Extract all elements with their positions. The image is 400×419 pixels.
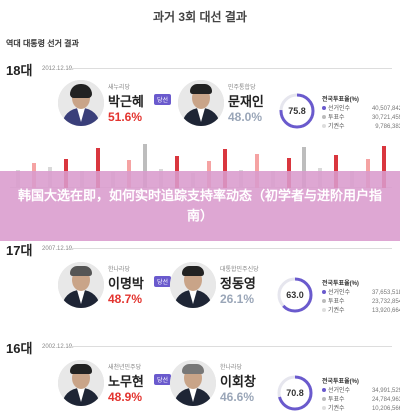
turnout-value: 63.0 xyxy=(286,290,304,300)
region-bar xyxy=(95,147,100,188)
region-bar xyxy=(382,145,387,188)
election-number: 18대 xyxy=(6,63,33,78)
party-name: 새누리당 xyxy=(108,85,131,91)
stats-label: 투표수 xyxy=(328,397,345,403)
region-bar xyxy=(222,148,227,188)
turnout-stats: 전국투표율(%) 선거인수 37,653,518 투표수 23,732,854 기권… xyxy=(322,280,400,316)
stats-value: 30,721,459 xyxy=(371,115,400,121)
candidate-name: 문재인 xyxy=(228,94,264,109)
candidate-name: 박근혜 xyxy=(108,94,144,109)
section-title: 역대 대통령 선거 결과 xyxy=(6,39,79,48)
stats-label: 선거인수 xyxy=(328,388,351,394)
candidate-photo xyxy=(170,262,216,308)
stats-value: 9,786,383 xyxy=(375,124,400,130)
stats-value: 37,653,518 xyxy=(371,290,400,296)
candidate-photo xyxy=(58,80,104,126)
turnout-value: 70.8 xyxy=(286,388,304,398)
candidate-photo xyxy=(58,262,104,308)
stats-value: 24,784,963 xyxy=(371,397,400,403)
election-number: 16대 xyxy=(6,341,33,356)
party-name: 민주통합당 xyxy=(228,85,256,91)
turnout-ring-fill xyxy=(277,375,313,411)
stats-label: 투표수 xyxy=(328,115,345,121)
election-block: 17대 2007.12.19. 한나라당 이명박 당선 48.7% 대통합민주신… xyxy=(0,240,400,320)
election-date: 2012.12.19. xyxy=(42,66,74,72)
election-date: 2002.12.19. xyxy=(42,344,74,350)
stats-label: 기권수 xyxy=(328,124,345,130)
turnout-ring xyxy=(277,277,313,313)
turnout-ring xyxy=(279,93,315,129)
headline-banner xyxy=(0,171,400,241)
divider xyxy=(68,248,392,249)
turnout-value: 75.8 xyxy=(288,106,306,116)
candidate-name: 정동영 xyxy=(220,276,256,291)
candidate-name: 노무현 xyxy=(108,374,144,389)
stats-value: 40,507,842 xyxy=(371,106,400,112)
candidate-name: 이명박 xyxy=(108,276,144,291)
election-block: 18대 2012.12.19. 새누리당 박근혜 당선 51.6% 민주통합당 … xyxy=(0,60,400,140)
stats-label: 기권수 xyxy=(328,308,345,314)
page-title: 과거 3회 대선 결과 xyxy=(153,10,247,24)
winner-badge: 당선 xyxy=(154,94,172,105)
turnout-ring-fill xyxy=(277,277,313,313)
stats-label: 투표수 xyxy=(328,299,345,305)
stats-value: 10,206,566 xyxy=(371,406,400,412)
winner-badge: 당선 xyxy=(154,374,172,385)
stats-title: 전국투표율(%) xyxy=(322,379,359,385)
divider xyxy=(68,68,392,69)
stats-label: 선거인수 xyxy=(328,290,351,296)
election-number: 17대 xyxy=(6,243,33,258)
vote-share: 48.7% xyxy=(108,292,143,306)
party-name: 새천년민주당 xyxy=(108,365,142,371)
turnout-ring xyxy=(277,375,313,411)
stats-title: 전국투표율(%) xyxy=(322,281,359,287)
stats-value: 13,920,664 xyxy=(371,308,400,314)
winner-badge: 당선 xyxy=(154,276,172,287)
vote-share: 51.6% xyxy=(108,110,143,124)
stats-value: 23,732,854 xyxy=(371,299,400,305)
election-block: 16대 2002.12.19. 새천년민주당 노무현 당선 48.9% 한나라당… xyxy=(0,338,400,419)
divider xyxy=(68,346,392,347)
candidate-photo xyxy=(178,80,224,126)
candidate-name: 이회창 xyxy=(220,374,256,389)
party-name: 대통합민주신당 xyxy=(220,267,259,273)
stats-label: 기권수 xyxy=(328,406,345,412)
vote-share: 46.6% xyxy=(220,390,255,404)
vote-share: 26.1% xyxy=(220,292,255,306)
region-bar xyxy=(143,144,148,188)
party-name: 한나라당 xyxy=(108,267,131,273)
party-name: 한나라당 xyxy=(220,365,243,371)
turnout-ring-fill xyxy=(279,93,315,129)
stats-label: 선거인수 xyxy=(328,106,351,112)
turnout-stats: 전국투표율(%) 선거인수 34,991,529 투표수 24,784,963 기권… xyxy=(322,378,400,414)
region-bar xyxy=(254,153,259,188)
stats-value: 34,991,529 xyxy=(371,388,400,394)
candidate-photo xyxy=(170,360,216,406)
candidate-photo xyxy=(58,360,104,406)
election-date: 2007.12.19. xyxy=(42,246,74,252)
region-bar xyxy=(302,146,307,188)
vote-share: 48.9% xyxy=(108,390,143,404)
turnout-stats: 전국투표율(%) 선거인수 40,507,842 투표수 30,721,459 기권… xyxy=(322,96,400,132)
vote-share: 48.0% xyxy=(228,110,263,124)
headline-text[interactable]: 韩国大选在即，如何实时追踪支持率动态（初学者与进阶用户指南） xyxy=(17,188,382,223)
stats-title: 전국투표율(%) xyxy=(322,97,359,103)
